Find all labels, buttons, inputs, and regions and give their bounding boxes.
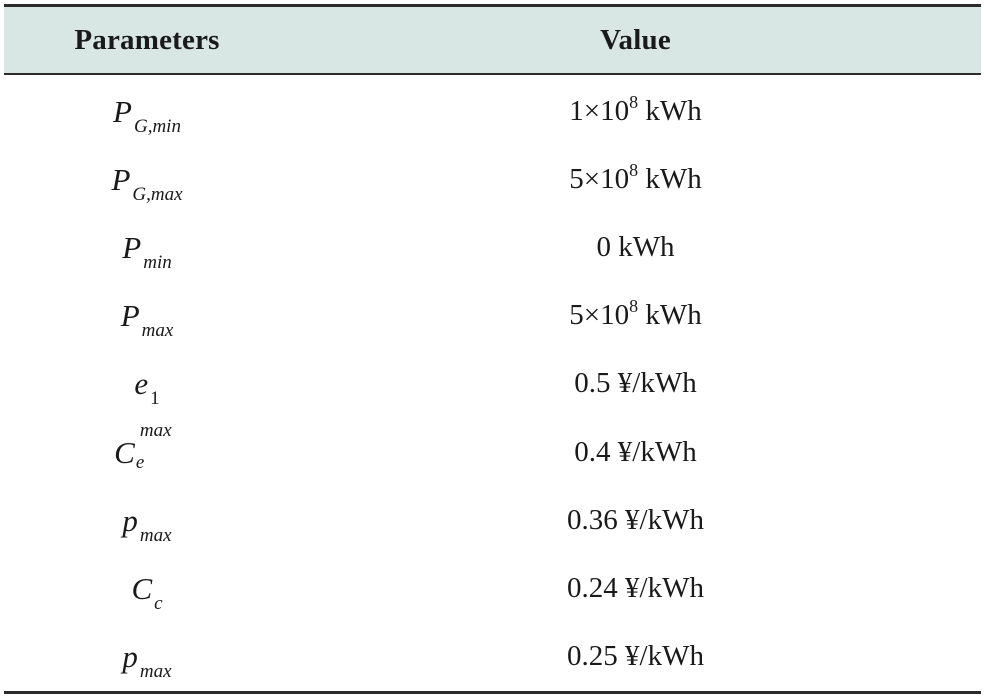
- value-exponent: 8: [629, 91, 639, 112]
- symbol-subscript: 1: [150, 388, 160, 410]
- symbol-subscript: c: [154, 592, 163, 614]
- table-header-row: Parameters Value: [4, 7, 981, 73]
- symbol-base: P: [120, 298, 140, 334]
- symbol-subscript: min: [143, 251, 172, 273]
- symbol-subscript: e: [135, 451, 145, 473]
- value-cell: 0.4 ¥/kWh: [574, 435, 697, 468]
- symbol-subscript: G,min: [133, 115, 181, 137]
- parameter-symbol: p max: [122, 502, 171, 545]
- value-mantissa: 1×10: [569, 94, 630, 127]
- value-exponent: 8: [629, 159, 639, 180]
- value-cell: 0.5 ¥/kWh: [574, 367, 697, 400]
- value-unit: kWh: [638, 94, 702, 127]
- parameter-symbol: P G,max: [111, 161, 182, 204]
- parameter-cell: P G,max: [4, 161, 290, 204]
- table-bottom-rule: [4, 690, 981, 694]
- header-value: Value: [600, 23, 671, 56]
- parameter-cell: p max: [4, 639, 290, 681]
- table-top-rule: [4, 4, 981, 7]
- value-exponent: 8: [629, 296, 639, 317]
- value-unit: kWh: [638, 299, 702, 332]
- table-row: P G,max 5×108 kWh: [4, 145, 981, 213]
- value-cell: 5×108 kWh: [290, 159, 981, 196]
- header-parameters: Parameters: [74, 23, 220, 56]
- value-mantissa: 5×10: [569, 299, 630, 332]
- symbol-subscript: max: [139, 661, 172, 683]
- value-cell: 0.24 ¥/kWh: [567, 571, 704, 604]
- value-cell: 0.25 ¥/kWh: [567, 640, 704, 673]
- symbol-base: p: [122, 639, 138, 675]
- symbol-superscript: max: [139, 419, 172, 441]
- symbol-base: C: [114, 434, 135, 470]
- parameter-symbol: p max: [122, 639, 171, 681]
- symbol-base: P: [113, 93, 132, 129]
- table-row: P G,min 1×108 kWh: [4, 77, 981, 145]
- symbol-base: P: [122, 229, 142, 265]
- value-cell: 1×108 kWh: [290, 91, 981, 128]
- table-header-rule: [4, 73, 981, 75]
- parameter-cell: p max: [4, 502, 290, 545]
- value-mantissa: 5×10: [569, 162, 630, 195]
- symbol-base: p: [122, 502, 138, 538]
- symbol-base: C: [131, 570, 153, 606]
- table-row: p max 0.36 ¥/kWh: [4, 486, 981, 554]
- value-cell: 0 kWh: [596, 230, 675, 263]
- parameter-symbol: P G,min: [113, 93, 181, 136]
- parameter-cell: P G,min: [4, 93, 290, 136]
- symbol-base: e: [134, 366, 149, 402]
- value-unit: kWh: [638, 162, 702, 195]
- symbol-subscript: G,max: [132, 183, 183, 205]
- value-cell: 5×108 kWh: [290, 296, 981, 332]
- symbol-subscript: max: [139, 524, 172, 546]
- symbol-base: P: [111, 161, 131, 197]
- symbol-subscript: max: [141, 320, 174, 342]
- parameters-table: Parameters Value P G,min 1×108 kWh P G,max…: [4, 4, 981, 694]
- value-cell: 0.36 ¥/kWh: [567, 503, 704, 536]
- symbol-scripts: max e: [136, 421, 180, 472]
- table-row: p max 0.25 ¥/kWh: [4, 623, 981, 691]
